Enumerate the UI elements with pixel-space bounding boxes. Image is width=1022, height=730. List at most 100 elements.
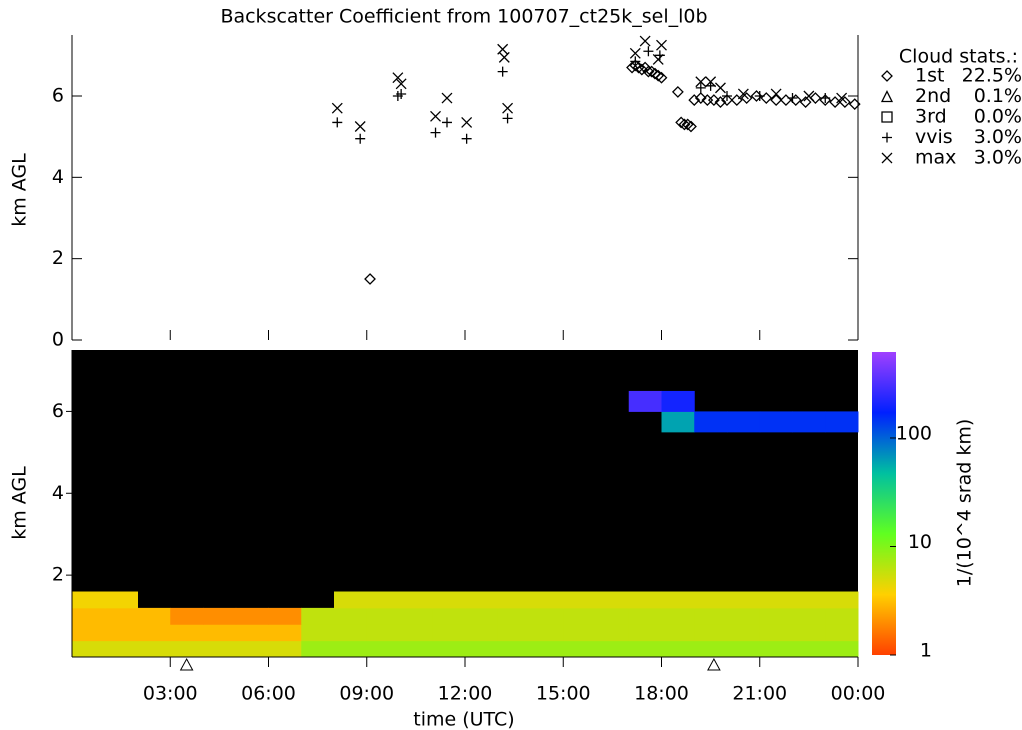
cloud-base-point <box>695 82 706 93</box>
heatmap-cell <box>759 591 793 609</box>
heatmap-cell <box>759 624 793 642</box>
heatmap-cell <box>661 591 695 609</box>
cloud-base-point <box>685 120 697 133</box>
heatmap-cell <box>530 624 564 642</box>
heatmap-cell <box>203 607 237 625</box>
legend-label: vvis <box>915 126 953 148</box>
heatmap-cell <box>170 624 204 642</box>
heatmap-cell <box>727 624 761 642</box>
legend-marker <box>881 111 893 123</box>
heatmap-cell <box>694 591 728 609</box>
heatmap-cell <box>661 640 695 658</box>
heatmap-cell <box>399 640 433 658</box>
cloud-base-point <box>461 133 472 144</box>
cloud-base-point <box>838 96 851 109</box>
y-tick-label: 6 <box>52 400 64 422</box>
legend-stat: 0.1% <box>974 85 1022 107</box>
heatmap-cell <box>596 640 630 658</box>
heatmap-cell <box>235 640 269 658</box>
heatmap-cell <box>497 591 531 609</box>
cloud-base-point <box>630 56 641 67</box>
cloud-base-point <box>656 39 667 51</box>
heatmap-cell <box>366 591 400 609</box>
cloud-base-point <box>714 96 727 109</box>
heatmap-cell <box>694 624 728 642</box>
cloud-base-point <box>754 91 765 101</box>
cloud-base-point <box>430 110 441 122</box>
heatmap-cell <box>792 591 826 609</box>
heatmap-cell <box>203 640 237 658</box>
cloud-base-point <box>829 96 841 109</box>
cloud-base-point <box>836 92 848 104</box>
heatmap-cell <box>104 607 138 625</box>
y-axis-label: km AGL <box>9 153 31 227</box>
heatmap-cell <box>399 591 433 609</box>
cloud-base-point <box>730 94 743 106</box>
cloud-base-point <box>787 93 798 104</box>
cloud-base-point <box>354 121 366 132</box>
cloud-base-point <box>848 98 861 111</box>
cloud-base-point <box>654 50 665 61</box>
legend-stat: 22.5% <box>962 65 1022 87</box>
heatmap-cell <box>235 624 269 642</box>
heatmap-cell <box>104 640 138 658</box>
cloud-base-point <box>649 67 661 80</box>
x-tick-label: 03:00 <box>143 683 198 705</box>
heatmap-cell <box>727 411 761 433</box>
heatmap-cell <box>825 624 859 642</box>
cloud-base-point <box>721 94 733 106</box>
cloud-base-point <box>441 92 453 104</box>
heatmap-cell <box>72 591 106 609</box>
heatmap-cell <box>334 607 368 625</box>
heatmap-cell <box>596 607 630 625</box>
cloud-base-point <box>355 133 366 144</box>
heatmap-cell <box>792 607 826 625</box>
heatmap-cell <box>334 591 368 609</box>
heatmap-cell <box>661 624 695 642</box>
heatmap-cell <box>170 640 204 658</box>
x-tick-label: 15:00 <box>536 683 591 705</box>
cloud-base-point <box>502 102 514 114</box>
heatmap-cell <box>366 640 400 658</box>
heatmap-cell <box>235 607 269 625</box>
legend-marker <box>880 90 894 103</box>
cloud-base-point <box>652 53 664 65</box>
legend-label: 2nd <box>915 85 951 107</box>
legend-stat: 0.0% <box>974 106 1022 128</box>
y-tick-label: 6 <box>52 85 64 107</box>
cloud-base-point <box>760 92 773 104</box>
heatmap-cell <box>137 640 171 658</box>
heatmap-cell <box>792 411 826 433</box>
x-axis-label: time (UTC) <box>413 709 514 730</box>
heatmap-cell <box>563 607 597 625</box>
heatmap-cell <box>825 411 859 433</box>
cloud-base-point <box>799 96 812 109</box>
heatmap-cell <box>497 624 531 642</box>
heatmap-cell <box>563 640 597 658</box>
heatmap-cell <box>759 411 793 433</box>
heatmap-cell <box>530 640 564 658</box>
heatmap-cell <box>497 607 531 625</box>
heatmap-cell <box>563 624 597 642</box>
chart-title: Backscatter Coefficient from 100707_ct25… <box>220 6 707 28</box>
cloud-base-point <box>695 76 707 88</box>
heatmap-cell <box>203 624 237 642</box>
heatmap-cell <box>727 591 761 609</box>
heatmap-cell <box>104 591 138 609</box>
x-tick-label: 21:00 <box>732 683 787 705</box>
cloud-base-point <box>441 117 452 128</box>
heatmap-cell <box>465 624 499 642</box>
cloud-base-point <box>461 116 473 128</box>
heatmap-cell <box>628 640 662 658</box>
cloud-base-point <box>642 65 655 78</box>
heatmap-cell <box>334 640 368 658</box>
heatmap-cell <box>628 624 662 642</box>
cloud-base-point <box>740 92 753 104</box>
heatmap-cell <box>301 607 335 625</box>
heatmap-cell <box>432 640 466 658</box>
heatmap-cell <box>432 591 466 609</box>
y-tick-label: 0 <box>52 329 64 351</box>
cloud-base-point <box>331 102 343 114</box>
colorbar-tick-label: 100 <box>896 422 932 444</box>
